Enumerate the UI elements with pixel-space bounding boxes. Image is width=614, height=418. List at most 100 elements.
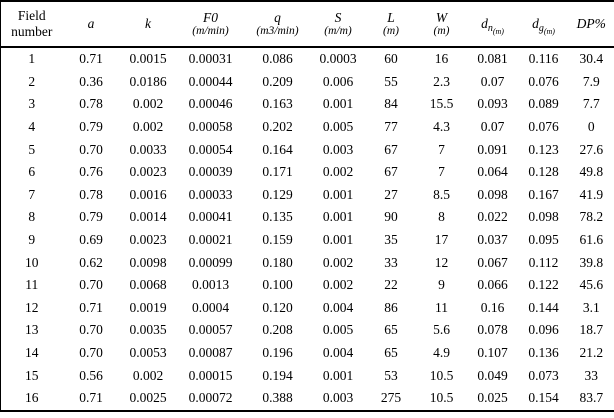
cell: 5 — [28, 141, 36, 157]
cell: 0.16 — [480, 299, 505, 315]
cell: 15 — [25, 367, 39, 383]
cell: 86 — [384, 299, 398, 315]
col-header-dn: dn(m) — [467, 1, 519, 47]
table-body: 1 0.71 0.0015 0.00031 0.086 0.0003 60 16 0.081 0.… — [1, 47, 614, 411]
cell: 8 — [438, 209, 445, 225]
header-unit: (m) — [383, 25, 399, 38]
cell: 15.5 — [429, 96, 454, 112]
cell: 21.2 — [579, 345, 604, 361]
cell: 61.6 — [579, 232, 604, 248]
cell: 18.7 — [579, 322, 604, 338]
cell: 0.0019 — [129, 299, 167, 315]
cell: 0.70 — [79, 345, 103, 361]
cell: 7 — [438, 141, 445, 157]
table-row: 6 0.76 0.0023 0.00039 0.171 0.002 67 7 0.064 0.12… — [1, 161, 614, 184]
header-line: number — [11, 24, 53, 39]
header-symbol: W — [435, 9, 448, 25]
header-row: Field number a k F0 (m/min) q (m3/min) — [0, 1, 614, 47]
cell: 0.76 — [79, 164, 103, 180]
cell: 0.159 — [262, 232, 293, 248]
cell: 0.56 — [79, 367, 103, 383]
cell: 0.107 — [477, 345, 508, 361]
header-symbol: k — [145, 16, 151, 32]
cell: 65 — [384, 345, 398, 361]
cell: 5.6 — [433, 322, 450, 338]
cell: 0.0186 — [129, 73, 167, 89]
cell: 0.00041 — [188, 209, 233, 225]
cell: 11 — [435, 299, 448, 315]
cell: 0.123 — [528, 141, 559, 157]
cell: 0.0053 — [129, 345, 167, 361]
header-symbol: d — [481, 15, 488, 31]
cell: 0.002 — [322, 254, 354, 270]
cell: 0.0004 — [191, 299, 230, 315]
cell: 53 — [384, 367, 398, 383]
cell: 2.3 — [433, 73, 450, 89]
table-row: 11 0.70 0.0068 0.0013 0.100 0.002 22 9 0.066 0.12… — [1, 274, 614, 297]
table-row: 8 0.79 0.0014 0.00041 0.135 0.001 90 8 0.022 0.09… — [1, 206, 614, 229]
cell: 0.00054 — [188, 141, 233, 157]
cell: 0.164 — [262, 141, 293, 157]
cell: 0.163 — [262, 96, 293, 112]
col-header-s: S (m/m) — [311, 1, 366, 47]
cell: 0.095 — [528, 232, 559, 248]
cell: 33 — [384, 254, 398, 270]
cell: 10 — [25, 254, 39, 270]
cell: 0.0023 — [129, 164, 167, 180]
cell: 35 — [384, 232, 398, 248]
cell: 9 — [438, 277, 445, 293]
cell: 0.086 — [262, 51, 293, 67]
cell: 0 — [587, 119, 595, 135]
cell: 275 — [380, 390, 402, 406]
cell: 67 — [384, 164, 398, 180]
table-row: 5 0.70 0.0033 0.00054 0.164 0.003 67 7 0.091 0.12… — [1, 138, 614, 161]
cell: 0.001 — [322, 186, 354, 202]
cell: 0.70 — [79, 322, 103, 338]
cell: 6 — [28, 164, 36, 180]
cell: 0.208 — [262, 322, 293, 338]
cell: 0.006 — [322, 73, 354, 89]
header-subscript: g(m) — [538, 23, 555, 37]
cell: 0.79 — [79, 209, 103, 225]
header-symbol: F0 — [203, 9, 218, 25]
cell: 12 — [434, 254, 449, 270]
table-row: 7 0.78 0.0016 0.00033 0.129 0.001 27 8.5 0.098 0.… — [1, 184, 614, 207]
cell: 0.0003 — [319, 51, 357, 67]
cell: 0.025 — [477, 390, 508, 406]
cell: 7 — [28, 186, 36, 202]
cell: 0.096 — [528, 322, 559, 338]
cell: 0.196 — [262, 345, 293, 361]
table-row: 15 0.56 0.002 0.00015 0.194 0.001 53 10.5 0.049 0… — [1, 364, 614, 387]
cell: 0.004 — [322, 299, 354, 315]
cell: 0.00057 — [188, 322, 233, 338]
cell: 0.067 — [477, 254, 508, 270]
cell: 65 — [384, 322, 398, 338]
cell: 0.066 — [477, 277, 508, 293]
cell: 0.001 — [322, 232, 354, 248]
cell: 0.00044 — [188, 73, 233, 89]
cell: 0.0098 — [129, 254, 167, 270]
cell: 7 — [438, 164, 445, 180]
cell: 0.002 — [322, 277, 354, 293]
cell: 0.122 — [528, 277, 559, 293]
cell: 0.0068 — [129, 277, 167, 293]
cell: 0.00015 — [188, 367, 233, 383]
cell: 0.0013 — [191, 277, 230, 293]
cell: 22 — [384, 277, 398, 293]
cell: 0.71 — [79, 51, 103, 67]
cell: 0.098 — [528, 209, 559, 225]
col-header-w: W (m) — [417, 1, 467, 47]
cell: 0.00058 — [188, 119, 233, 135]
cell: 0.0016 — [129, 186, 167, 202]
cell: 4.3 — [433, 119, 450, 135]
header-symbol: q — [274, 9, 281, 25]
cell: 0.00099 — [188, 254, 233, 270]
cell: 0.128 — [528, 164, 559, 180]
cell: 0.002 — [132, 96, 164, 112]
header-subscript: n(m) — [487, 23, 504, 37]
cell: 0.064 — [477, 164, 508, 180]
header-line: Field — [17, 8, 46, 24]
cell: 55 — [384, 73, 398, 89]
cell: 0.70 — [79, 277, 103, 293]
